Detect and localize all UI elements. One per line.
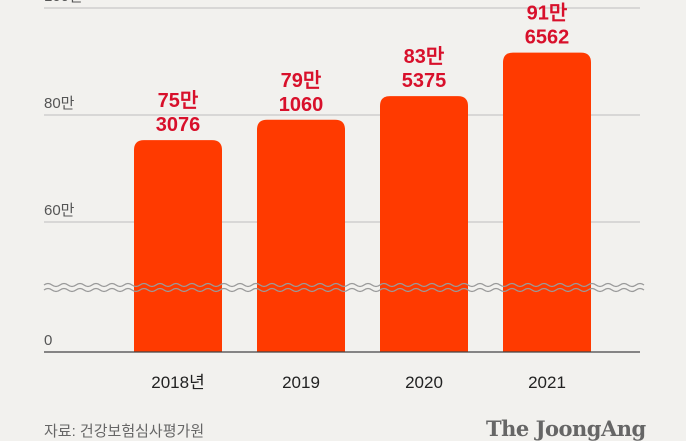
axis-break-line [43,287,645,293]
data-label: 3076 [156,114,201,136]
axis-break [43,282,645,293]
bar [134,140,222,352]
data-label: 1060 [279,94,324,116]
bars [134,52,591,352]
brand-logo: The JoongAng [486,416,646,441]
data-label: 5375 [402,70,447,92]
y-tick-label: 80만 [44,95,75,112]
data-label: 6562 [525,27,570,49]
y-tick-label: 100만 [44,0,83,5]
source-note: 자료: 건강보험심사평가원 [44,423,205,440]
data-label: 91만 [527,2,568,25]
y-axis-ticks: 100만 80만 60만 0 [44,0,83,349]
x-tick-label: 2019 [282,373,320,392]
x-tick-label: 2020 [405,373,443,392]
x-tick-label: 2021 [528,373,566,392]
data-label: 75만 [158,89,199,112]
bar [380,96,468,352]
y-tick-label: 0 [44,332,52,349]
data-label: 79만 [281,69,322,92]
x-axis-ticks: 2018년 2019 2020 2021 [151,373,566,392]
bar [503,52,591,352]
x-tick-label: 2018년 [151,373,204,392]
axis-break-line [43,282,645,288]
bar [257,119,345,352]
y-tick-label: 60만 [44,202,75,219]
data-label: 83만 [404,45,445,68]
